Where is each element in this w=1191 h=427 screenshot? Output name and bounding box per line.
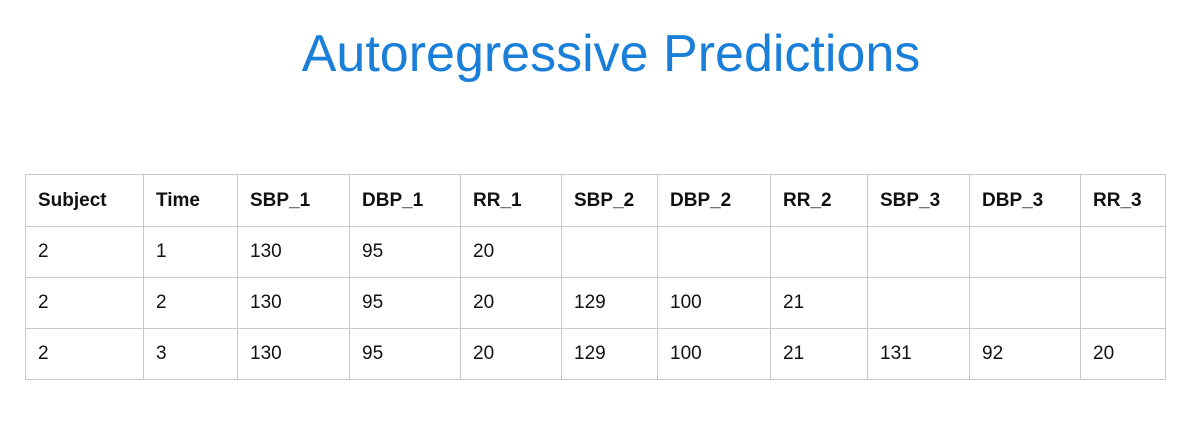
table-cell: 20 [460, 328, 562, 380]
table-row: 2 2 130 95 20 129 100 21 [25, 277, 1166, 329]
column-header: Subject [25, 174, 144, 227]
table-cell: 129 [561, 328, 658, 380]
column-header: DBP_2 [657, 174, 771, 227]
column-header: DBP_1 [349, 174, 461, 227]
column-header: SBP_1 [237, 174, 350, 227]
table-cell: 130 [237, 328, 350, 380]
table-cell: 100 [657, 277, 771, 329]
table-row: 2 3 130 95 20 129 100 21 131 92 20 [25, 328, 1166, 380]
predictions-table: Subject Time SBP_1 DBP_1 RR_1 SBP_2 DBP_… [25, 174, 1166, 380]
table-cell [1080, 226, 1166, 278]
table-cell [657, 226, 771, 278]
column-header: SBP_2 [561, 174, 658, 227]
table-cell: 2 [25, 328, 144, 380]
table-cell: 21 [770, 328, 868, 380]
column-header: RR_2 [770, 174, 868, 227]
table-cell [867, 277, 970, 329]
column-header: RR_3 [1080, 174, 1166, 227]
table-cell [969, 277, 1081, 329]
column-header: SBP_3 [867, 174, 970, 227]
table-cell: 2 [25, 277, 144, 329]
table-cell [867, 226, 970, 278]
table-cell: 130 [237, 226, 350, 278]
table-cell: 21 [770, 277, 868, 329]
table-cell: 130 [237, 277, 350, 329]
slide-title: Autoregressive Predictions [301, 25, 921, 83]
table-row: 2 1 130 95 20 [25, 226, 1166, 278]
table-cell: 1 [143, 226, 238, 278]
table-cell: 129 [561, 277, 658, 329]
table-cell [561, 226, 658, 278]
table-cell [770, 226, 868, 278]
table-cell: 3 [143, 328, 238, 380]
table-cell: 20 [1080, 328, 1166, 380]
table-cell: 95 [349, 226, 461, 278]
table-cell: 95 [349, 277, 461, 329]
table-cell: 92 [969, 328, 1081, 380]
table-cell: 131 [867, 328, 970, 380]
column-header: RR_1 [460, 174, 562, 227]
column-header: Time [143, 174, 238, 227]
table-cell: 20 [460, 277, 562, 329]
table-cell [1080, 277, 1166, 329]
table-cell: 2 [25, 226, 144, 278]
table-cell: 95 [349, 328, 461, 380]
table-cell: 100 [657, 328, 771, 380]
column-header: DBP_3 [969, 174, 1081, 227]
table-cell [969, 226, 1081, 278]
table-header-row: Subject Time SBP_1 DBP_1 RR_1 SBP_2 DBP_… [25, 174, 1166, 227]
table-cell: 20 [460, 226, 562, 278]
table-cell: 2 [143, 277, 238, 329]
